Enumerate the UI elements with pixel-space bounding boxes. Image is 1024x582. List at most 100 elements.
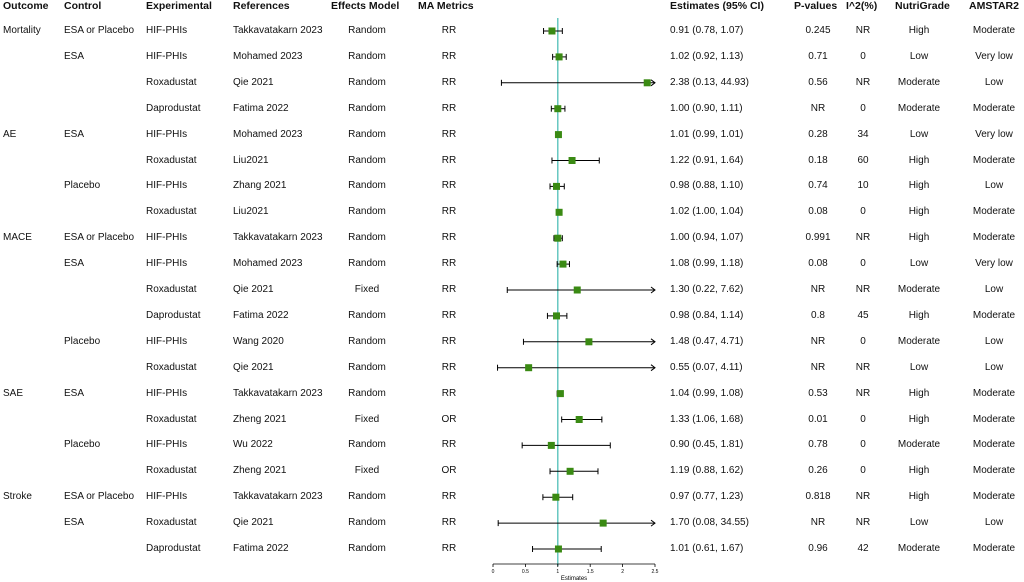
cell-i2: NR [855, 232, 871, 244]
point-estimate [568, 157, 576, 164]
cell-p: 0.78 [808, 439, 828, 451]
cell-reference: Qie 2021 [233, 284, 274, 295]
cell-p: 0.56 [808, 76, 828, 88]
cell-i2: NR [855, 517, 871, 529]
point-estimate [585, 338, 593, 346]
x-tick-label: 2 [621, 569, 624, 575]
cell-metric: RR [441, 102, 457, 114]
cell-reference: Takkavatakarn 2023 [233, 232, 323, 244]
cell-reference: Takkavatakarn 2023 [233, 491, 323, 503]
cell-experimental: Roxadustat [146, 361, 197, 373]
cell-i2: 0 [860, 439, 866, 451]
cell-amstar: Moderate [972, 309, 1016, 321]
cell-metric: RR [441, 180, 457, 192]
cell-ci: 0.98 (0.88, 1.10) [670, 180, 744, 192]
cell-experimental: Roxadustat [146, 76, 197, 88]
point-estimate [554, 234, 562, 242]
cell-amstar: Very low [975, 50, 1013, 62]
cell-experimental: HIF-PHIs [146, 439, 188, 451]
cell-metric: RR [441, 361, 457, 373]
cell-experimental: HIF-PHIs [146, 491, 188, 503]
cell-ci: 1.04 (0.99, 1.08) [670, 387, 744, 399]
cell-i2: 60 [857, 154, 869, 166]
cell-reference: Fatima 2022 [233, 309, 289, 321]
cell-metric: OR [441, 413, 457, 425]
x-tick-label: 1.5 [587, 569, 594, 575]
cell-amstar: Very low [975, 258, 1013, 270]
point-estimate [575, 416, 583, 423]
point-estimate [555, 53, 563, 61]
cell-experimental: Daprodustat [146, 543, 201, 554]
cell-p: 0.08 [808, 206, 828, 218]
cell-amstar: Moderate [972, 465, 1016, 477]
cell-experimental: HIF-PHIs [146, 180, 188, 192]
cell-model: Random [348, 25, 386, 36]
point-estimate [643, 79, 651, 87]
header-p-values: P-values [794, 0, 838, 12]
cell-model: Random [348, 543, 386, 554]
cell-control: ESA or Placebo [64, 491, 135, 503]
cell-control: ESA or Placebo [64, 25, 135, 36]
cell-p: NR [810, 102, 826, 114]
cell-amstar: Low [984, 76, 1004, 88]
cell-i2: 0 [860, 258, 866, 270]
cell-reference: Takkavatakarn 2023 [233, 25, 323, 36]
cell-metric: RR [441, 258, 457, 270]
x-tick-label: 0.5 [522, 569, 529, 575]
cell-amstar: Low [984, 284, 1004, 295]
point-estimate [554, 545, 562, 553]
cell-reference: Takkavatakarn 2023 [233, 387, 323, 399]
cell-nutri: Moderate [897, 335, 941, 347]
cell-metric: RR [441, 232, 457, 244]
header-control: Control [64, 0, 102, 12]
cell-reference: Mohamed 2023 [233, 128, 303, 140]
cell-outcome: MACE [3, 232, 32, 244]
cell-experimental: HIF-PHIs [146, 232, 188, 244]
header-ma-metrics: MA Metrics [418, 0, 474, 12]
cell-reference: Qie 2021 [233, 76, 274, 88]
cell-reference: Zheng 2021 [233, 465, 287, 477]
ci-arrow [650, 338, 656, 346]
cell-nutri: High [908, 25, 930, 36]
cell-experimental: Roxadustat [146, 465, 197, 477]
cell-nutri: High [908, 206, 930, 218]
cell-control: ESA [64, 517, 85, 529]
cell-reference: Qie 2021 [233, 517, 274, 529]
point-estimate [556, 390, 564, 398]
cell-model: Random [348, 491, 386, 503]
cell-p: 0.01 [808, 413, 828, 425]
cell-model: Random [348, 76, 386, 88]
cell-model: Random [348, 335, 386, 347]
cell-model: Fixed [354, 465, 380, 477]
cell-outcome: Stroke [3, 491, 32, 503]
cell-experimental: HIF-PHIs [146, 25, 188, 36]
header-nutrigrade: NutriGrade [895, 0, 950, 12]
cell-nutri: High [908, 465, 930, 477]
cell-model: Random [348, 361, 386, 373]
cell-model: Random [348, 50, 386, 62]
cell-ci: 1.19 (0.88, 1.62) [670, 465, 744, 477]
cell-i2: 0 [860, 102, 866, 114]
cell-nutri: High [908, 309, 930, 321]
cell-model: Random [348, 387, 386, 399]
cell-experimental: HIF-PHIs [146, 335, 188, 347]
cell-nutri: High [908, 154, 930, 166]
cell-i2: 0 [860, 206, 866, 218]
cell-ci: 0.91 (0.78, 1.07) [670, 25, 744, 36]
ci-arrow [650, 364, 656, 372]
cell-amstar: Moderate [972, 491, 1016, 503]
cell-i2: NR [855, 25, 871, 36]
cell-i2: 0 [860, 413, 866, 425]
cell-experimental: Roxadustat [146, 413, 197, 425]
cell-metric: RR [441, 50, 457, 62]
cell-ci: 0.97 (0.77, 1.23) [670, 491, 744, 503]
cell-i2: 34 [857, 128, 869, 140]
cell-model: Random [348, 439, 386, 451]
header-i2: I^2(%) [846, 0, 878, 12]
cell-model: Random [348, 206, 386, 218]
cell-nutri: Low [909, 361, 929, 373]
ci-arrow [650, 79, 656, 87]
cell-nutri: Low [909, 128, 929, 140]
cell-ci: 0.98 (0.84, 1.14) [670, 309, 744, 321]
